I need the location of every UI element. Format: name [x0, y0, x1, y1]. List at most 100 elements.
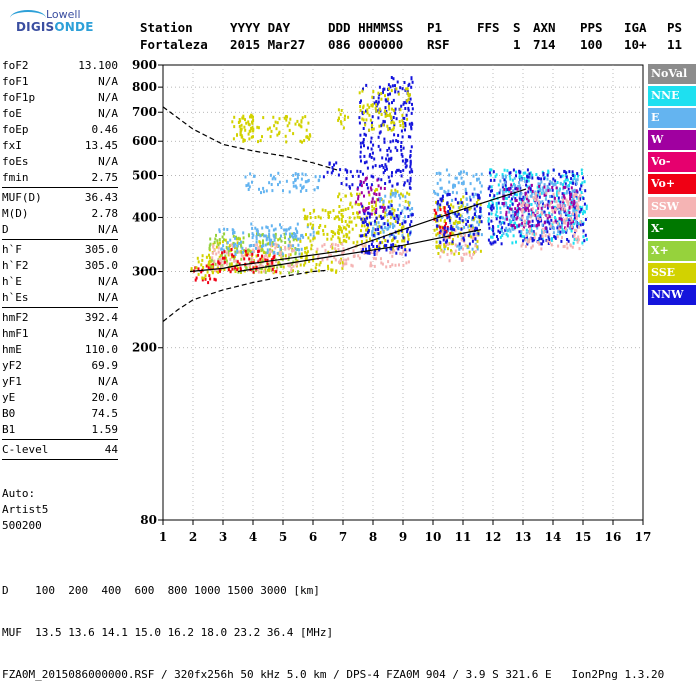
echo-point	[460, 238, 463, 242]
echo-point	[362, 245, 365, 249]
echo-point	[214, 278, 217, 282]
echo-point	[358, 91, 361, 95]
echo-point	[496, 235, 498, 238]
echo-point	[513, 215, 516, 218]
echo-point	[265, 225, 268, 229]
echo-point	[410, 85, 413, 89]
echo-point	[248, 244, 251, 248]
echo-point	[534, 201, 537, 205]
echo-point	[287, 237, 290, 241]
echo-point	[448, 193, 451, 196]
echo-point	[452, 232, 455, 236]
echo-point	[384, 211, 387, 215]
echo-point	[345, 258, 348, 262]
echo-point	[256, 229, 259, 233]
echo-point	[337, 228, 340, 232]
echo-point	[567, 202, 570, 206]
echo-point	[273, 253, 276, 257]
echo-point	[382, 166, 385, 170]
echo-point	[393, 224, 396, 228]
echo-point	[259, 234, 262, 238]
echo-point	[470, 235, 473, 239]
echo-point	[356, 169, 359, 173]
echo-point	[221, 264, 224, 268]
echo-point	[513, 182, 515, 186]
echo-point	[526, 235, 528, 239]
echo-point	[411, 170, 414, 174]
echo-point	[232, 137, 235, 141]
echo-point	[489, 241, 492, 245]
echo-point	[435, 240, 438, 244]
echo-point	[575, 211, 578, 215]
echo-point	[399, 86, 402, 90]
echo-point	[559, 182, 562, 186]
echo-point	[390, 189, 393, 193]
echo-point	[575, 178, 578, 182]
echo-point	[526, 194, 528, 198]
echo-point	[521, 216, 524, 220]
echo-point	[251, 252, 254, 256]
echo-point	[508, 187, 511, 191]
param-row: foE N/A	[2, 106, 118, 122]
legend-item-nne: NNE	[648, 86, 696, 107]
echo-point	[513, 176, 516, 180]
echo-point	[443, 243, 446, 247]
echo-point	[554, 182, 557, 186]
echo-point	[284, 245, 287, 249]
echo-point	[263, 234, 266, 238]
echo-point	[370, 264, 373, 268]
echo-point	[360, 99, 362, 103]
echo-point	[508, 174, 511, 178]
echo-point	[221, 235, 224, 239]
echo-point	[295, 238, 298, 242]
echo-point	[297, 172, 300, 176]
echo-point	[434, 191, 437, 195]
echo-point	[406, 191, 409, 195]
echo-point	[369, 140, 372, 144]
echo-point	[507, 207, 510, 211]
echo-point	[394, 188, 397, 192]
echo-point	[372, 175, 375, 179]
echo-point	[347, 257, 350, 261]
echo-point	[408, 192, 411, 196]
echo-point	[471, 239, 474, 243]
echo-point	[344, 220, 347, 223]
echo-point	[460, 176, 463, 180]
echo-point	[356, 187, 359, 191]
echo-point	[468, 253, 471, 257]
echo-point	[454, 229, 457, 233]
echo-point	[463, 238, 466, 242]
echo-point	[228, 252, 231, 256]
echo-point	[310, 243, 313, 247]
echo-point	[502, 202, 505, 206]
legend-item-x-: X-	[648, 218, 696, 239]
echo-point	[411, 122, 414, 126]
echo-point	[519, 217, 522, 221]
echo-point	[407, 215, 410, 218]
echo-point	[262, 116, 265, 120]
echo-point	[287, 247, 290, 251]
echo-point	[490, 168, 493, 172]
echo-point	[226, 228, 229, 231]
echo-point	[516, 216, 519, 220]
echo-point	[335, 161, 338, 165]
echo-point	[309, 216, 312, 220]
echo-point	[582, 235, 585, 239]
echo-point	[409, 186, 412, 190]
param-label: B1	[2, 423, 16, 436]
echo-point	[205, 255, 208, 259]
echo-point	[408, 248, 411, 252]
echo-point	[285, 118, 288, 122]
curve-muf	[162, 106, 338, 171]
echo-point	[563, 195, 566, 199]
echo-point	[238, 118, 241, 121]
echo-point	[339, 120, 342, 124]
echo-point	[317, 254, 320, 258]
header-row2-cell-7: 100	[580, 37, 603, 52]
echo-point	[341, 266, 344, 270]
echo-point	[380, 257, 382, 261]
echo-point	[398, 203, 401, 207]
echo-point	[269, 135, 272, 139]
echo-point	[341, 260, 344, 264]
echo-point	[545, 214, 548, 217]
